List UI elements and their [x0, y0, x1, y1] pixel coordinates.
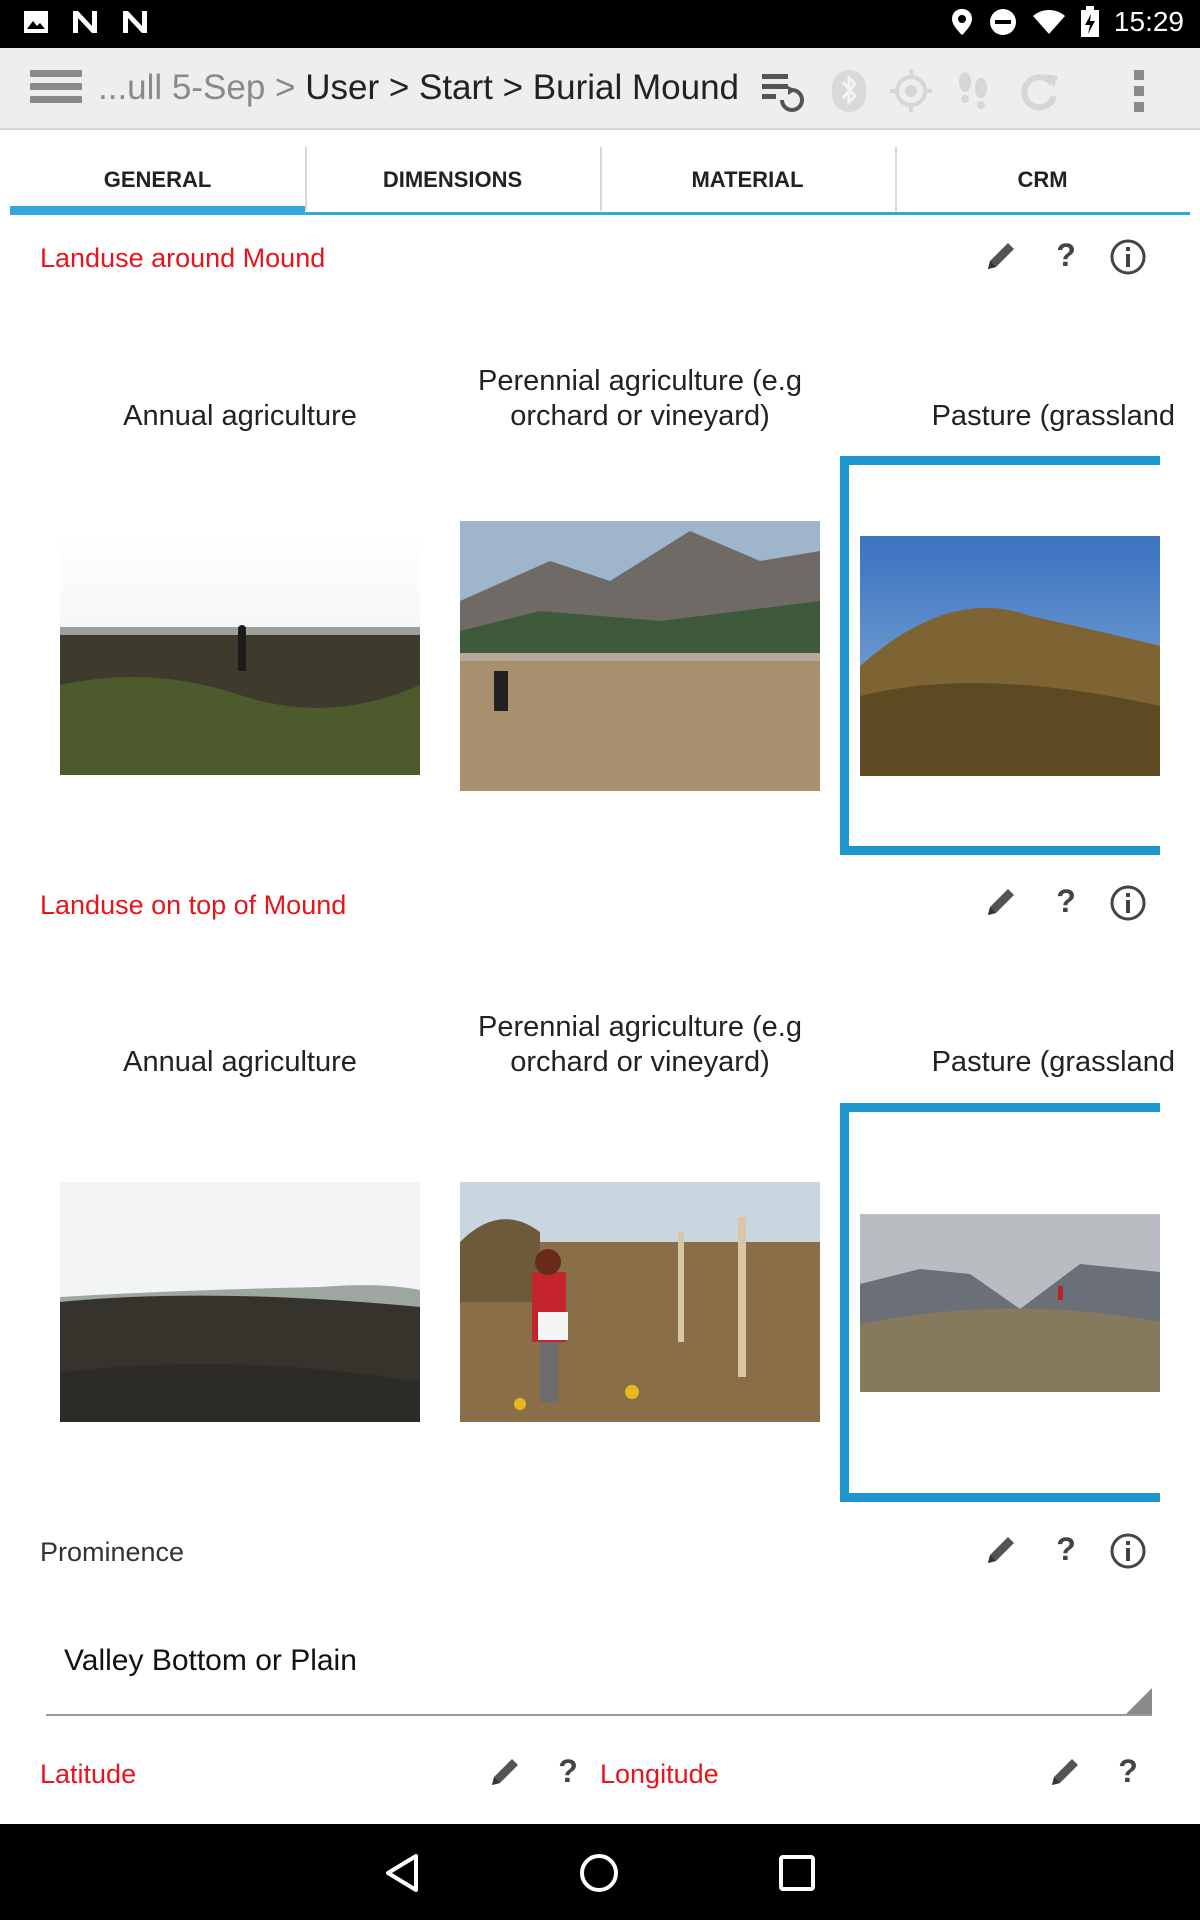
help-icon[interactable]: ? [1118, 1753, 1138, 1789]
app-toolbar: ...ull 5-Sep > User > Start > Burial Mou… [0, 48, 1200, 130]
battery-icon [1080, 6, 1099, 37]
option-label-perennial: Perennial agriculture (e.g orchard or vi… [477, 1011, 802, 1078]
gps-icon[interactable] [888, 68, 934, 114]
help-icon[interactable]: ? [1056, 237, 1076, 273]
status-bar: 15:29 [0, 0, 1200, 48]
location-icon [951, 9, 972, 35]
option-label-pasture: Pasture (grassland [931, 400, 1175, 432]
gallery-notification-icon [24, 11, 48, 33]
bluetooth-icon[interactable] [826, 68, 872, 114]
info-icon[interactable] [1108, 1531, 1148, 1571]
info-icon[interactable] [1108, 883, 1148, 923]
n-notification-icon-2 [123, 11, 147, 33]
photo-perennial-agriculture[interactable] [460, 521, 820, 791]
help-icon[interactable]: ? [1056, 883, 1076, 919]
photo-perennial-agriculture-top[interactable] [460, 1182, 820, 1422]
option-label-pasture: Pasture (grassland [931, 1046, 1175, 1078]
photo-pasture-top[interactable] [860, 1214, 1160, 1392]
prominence-value: Valley Bottom or Plain [64, 1644, 357, 1677]
dropdown-corner-icon [1126, 1688, 1152, 1714]
back-icon[interactable] [382, 1852, 424, 1894]
help-icon[interactable]: ? [1056, 1531, 1076, 1567]
photo-annual-agriculture-top[interactable] [60, 1182, 420, 1422]
selected-option-frame [840, 1103, 1160, 1502]
field-label-landuse-top: Landuse on top of Mound [40, 890, 347, 920]
do-not-disturb-icon [989, 9, 1016, 35]
footprints-icon[interactable] [950, 68, 996, 114]
menu-icon[interactable] [30, 70, 82, 110]
field-label-latitude: Latitude [40, 1759, 137, 1789]
photo-pasture[interactable] [860, 536, 1160, 776]
selected-option-frame [840, 456, 1160, 855]
tab-material[interactable]: MATERIAL [600, 147, 895, 215]
navigation-bar [0, 1824, 1200, 1920]
breadcrumb-truncated[interactable]: ...ull 5-Sep > [98, 68, 296, 107]
pencil-icon[interactable] [484, 1753, 524, 1793]
photo-annual-agriculture[interactable] [60, 535, 420, 775]
field-label-prominence: Prominence [40, 1537, 185, 1567]
pencil-icon[interactable] [980, 1531, 1020, 1571]
pencil-icon[interactable] [980, 237, 1020, 277]
option-label-annual: Annual agriculture [123, 1046, 357, 1078]
field-label-landuse-around: Landuse around Mound [40, 243, 326, 273]
tab-bar: GENERAL DIMENSIONS MATERIAL CRM [10, 147, 1190, 215]
breadcrumb-path[interactable]: User > Start > Burial Mound [295, 68, 740, 107]
option-label-annual: Annual agriculture [123, 400, 357, 432]
overflow-menu-icon[interactable] [1116, 68, 1162, 114]
prominence-dropdown[interactable]: Valley Bottom or Plain [46, 1630, 1152, 1716]
option-label-perennial: Perennial agriculture (e.g orchard or vi… [477, 365, 802, 432]
recents-icon[interactable] [776, 1852, 818, 1894]
tab-crm[interactable]: CRM [895, 147, 1190, 215]
field-label-longitude: Longitude [600, 1759, 719, 1789]
pencil-icon[interactable] [1044, 1753, 1084, 1793]
home-icon[interactable] [578, 1852, 620, 1894]
tab-general[interactable]: GENERAL [10, 147, 305, 215]
sync-list-icon[interactable] [760, 68, 806, 114]
tab-dimensions[interactable]: DIMENSIONS [305, 147, 600, 215]
wifi-icon [1032, 10, 1065, 34]
breadcrumb[interactable]: ...ull 5-Sep > User > Start > Burial Mou… [98, 68, 739, 108]
refresh-icon[interactable] [1016, 68, 1062, 114]
info-icon[interactable] [1108, 237, 1148, 277]
clock: 15:29 [1113, 6, 1184, 37]
help-icon[interactable]: ? [558, 1753, 578, 1789]
n-notification-icon [73, 11, 97, 33]
pencil-icon[interactable] [980, 883, 1020, 923]
